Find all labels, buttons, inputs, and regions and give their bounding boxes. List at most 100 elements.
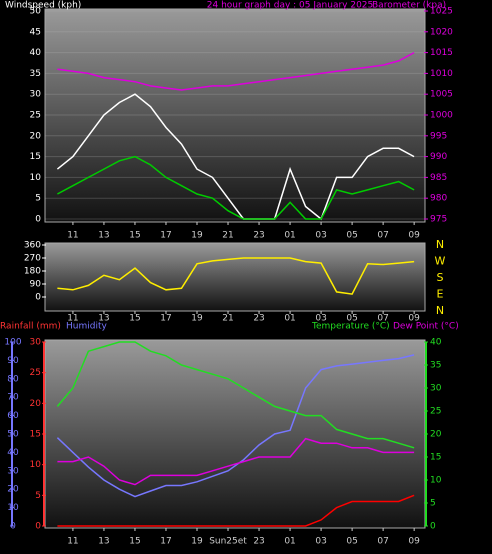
y-tick-label: 50 — [30, 7, 42, 17]
y-tick-label: 15 — [30, 430, 41, 440]
x-tick-label: 11 — [67, 314, 78, 324]
x-tick-label: 17 — [160, 231, 171, 241]
y2-tick-label: 40 — [430, 338, 442, 348]
y-tick-label: 20 — [30, 131, 42, 141]
y-tick-label: 45 — [30, 27, 41, 37]
x-tick-label: 19 — [191, 231, 203, 241]
series-line — [56, 354, 415, 498]
y2-tick-label: 25 — [430, 407, 441, 417]
y-tick-label: 35 — [30, 69, 41, 79]
y2-tick-label: 1015 — [430, 48, 453, 58]
x-tick-label: 11 — [67, 537, 78, 547]
x-tick-label: 13 — [98, 231, 109, 241]
x-tick-label: 17 — [160, 537, 171, 547]
y-tick-label: 0 — [35, 522, 41, 532]
y-tick-label: 360 — [24, 241, 41, 251]
x-tick-label: 01 — [284, 231, 295, 241]
series-line — [57, 155, 415, 220]
y2-tick-label: 35 — [430, 361, 441, 371]
series-line — [57, 437, 415, 486]
series-line — [57, 494, 415, 527]
x-tick-label: Sun25et — [209, 537, 247, 547]
y-tick-label: 25 — [30, 111, 41, 121]
compass-label: E — [437, 288, 444, 301]
y-tick-label: 20 — [30, 399, 42, 409]
x-tick-label: 21 — [222, 314, 233, 324]
x-tick-label: 09 — [408, 314, 420, 324]
y2-tick-label: 990 — [430, 152, 447, 162]
axis-title: Dew Point (°C) — [393, 322, 459, 332]
y-tick-label: 15 — [30, 152, 41, 162]
x-tick-label: 01 — [284, 314, 295, 324]
x-tick-label: 07 — [377, 537, 388, 547]
series-line — [57, 257, 415, 295]
y2-tick-label: 985 — [430, 173, 447, 183]
x-tick-label: 05 — [346, 314, 357, 324]
y-tick-label: 25 — [30, 368, 41, 378]
series-line — [57, 51, 415, 91]
compass-label: N — [436, 238, 444, 251]
panel — [44, 339, 426, 529]
axis-title: Humidity — [66, 322, 107, 332]
axis-title: Temperature (°C) — [311, 322, 390, 332]
x-tick-label: 21 — [222, 231, 233, 241]
compass-label: N — [436, 304, 444, 317]
axis-title: Barometer (kpa) — [372, 1, 446, 11]
panel — [44, 8, 426, 223]
axis-title: Windspeed (kph) — [5, 1, 81, 11]
y-tick-label: 0 — [35, 215, 41, 225]
x-tick-label: 11 — [67, 231, 78, 241]
y-tick-label: 0 — [35, 293, 41, 303]
x-tick-label: 03 — [315, 231, 326, 241]
x-tick-label: 09 — [408, 231, 420, 241]
x-tick-label: 03 — [315, 537, 326, 547]
x-tick-label: 15 — [129, 231, 140, 241]
y2-tick-label: 1025 — [430, 7, 453, 17]
x-tick-label: 23 — [253, 314, 264, 324]
x-tick-label: 19 — [191, 537, 203, 547]
x-tick-label: 03 — [315, 314, 326, 324]
y-tick-label: 5 — [35, 491, 41, 501]
y2-tick-label: 15 — [430, 453, 441, 463]
x-tick-label: 09 — [408, 537, 420, 547]
y2-tick-label: 10 — [430, 476, 442, 486]
y2-tick-label: 1000 — [430, 111, 453, 121]
y-tick-label: 5 — [35, 194, 41, 204]
axis-title: 24 hour graph day : 05 January 2025 — [207, 1, 374, 11]
x-tick-label: 17 — [160, 314, 171, 324]
y2-tick-label: 5 — [430, 499, 436, 509]
y-tick-label: 10 — [30, 460, 42, 470]
axis-title: Rainfall (mm) — [0, 322, 61, 332]
x-tick-label: 15 — [129, 537, 140, 547]
y-tick-label: 90 — [30, 280, 42, 290]
y2-tick-label: 0 — [430, 522, 436, 532]
y-tick-label: 40 — [30, 48, 42, 58]
x-tick-label: 07 — [377, 231, 388, 241]
x-tick-label: 23 — [253, 537, 264, 547]
x-tick-label: 15 — [129, 314, 140, 324]
y2-tick-label: 20 — [430, 430, 442, 440]
y2-tick-label: 1005 — [430, 90, 453, 100]
y-tick-label: 180 — [24, 267, 41, 277]
y2-tick-label: 980 — [430, 194, 447, 204]
y2-tick-label: 1010 — [430, 69, 453, 79]
y2-tick-label: 1020 — [430, 27, 453, 37]
x-tick-label: 05 — [346, 231, 357, 241]
compass-label: S — [437, 271, 444, 284]
y2-tick-label: 995 — [430, 131, 447, 141]
series-line — [56, 341, 415, 449]
y-tick-label: 270 — [24, 254, 41, 264]
x-tick-label: 07 — [377, 314, 388, 324]
x-tick-label: 13 — [98, 537, 109, 547]
x-tick-label: 05 — [346, 537, 357, 547]
y-tick-label: 30 — [30, 338, 42, 348]
compass-label: W — [435, 255, 446, 268]
y2-tick-label: 30 — [430, 384, 442, 394]
x-tick-label: 23 — [253, 231, 264, 241]
y2-tick-label: 975 — [430, 215, 447, 225]
x-tick-label: 01 — [284, 537, 295, 547]
y-tick-label: 10 — [30, 173, 42, 183]
x-tick-label: 13 — [98, 314, 109, 324]
y-tick-label: 30 — [30, 90, 42, 100]
